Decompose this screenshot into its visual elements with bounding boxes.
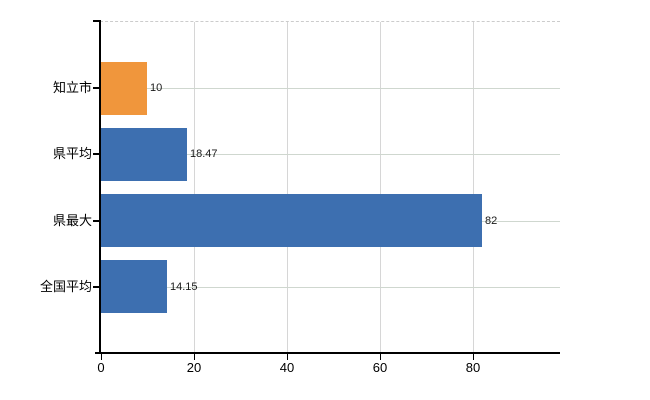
plot-top-border — [100, 21, 560, 22]
x-axis-tick-0 — [101, 354, 102, 360]
x-tick-label: 20 — [186, 360, 202, 375]
y-axis-line — [99, 20, 101, 354]
bar[interactable] — [101, 128, 187, 181]
gridline-category-1 — [100, 154, 560, 155]
y-axis-tick — [93, 220, 100, 222]
x-axis-tick-20 — [194, 354, 195, 360]
category-label: 全国平均 — [39, 279, 92, 294]
x-axis-tick-60 — [380, 354, 381, 360]
y-axis-tick — [93, 87, 100, 89]
bar-value-label: 10 — [150, 82, 163, 94]
x-tick-label: 80 — [465, 360, 481, 375]
bar-value-label: 82 — [485, 215, 498, 227]
bar[interactable] — [101, 62, 147, 115]
gridline-category-3 — [100, 287, 560, 288]
gridline-x-40 — [287, 22, 288, 353]
gridline-category-0 — [100, 88, 560, 89]
bar-value-label: 14.15 — [170, 281, 198, 293]
gridline-x-80 — [473, 22, 474, 353]
category-label: 県最大 — [52, 213, 92, 228]
x-axis-tick-40 — [287, 354, 288, 360]
x-axis-tick-80 — [473, 354, 474, 360]
y-axis-tick — [93, 153, 100, 155]
gridline-x-20 — [194, 22, 195, 353]
bar[interactable] — [101, 194, 482, 247]
gridline-x-60 — [380, 22, 381, 353]
y-axis-tick — [93, 286, 100, 288]
x-tick-label: 40 — [279, 360, 295, 375]
bar[interactable] — [101, 260, 167, 313]
bar-value-label: 18.47 — [190, 148, 218, 160]
category-label: 知立市 — [52, 80, 92, 95]
x-axis-line — [95, 352, 560, 354]
category-label: 県平均 — [52, 146, 92, 161]
y-axis-top-tick — [93, 20, 100, 22]
x-tick-label: 0 — [97, 360, 105, 375]
x-tick-label: 60 — [372, 360, 388, 375]
